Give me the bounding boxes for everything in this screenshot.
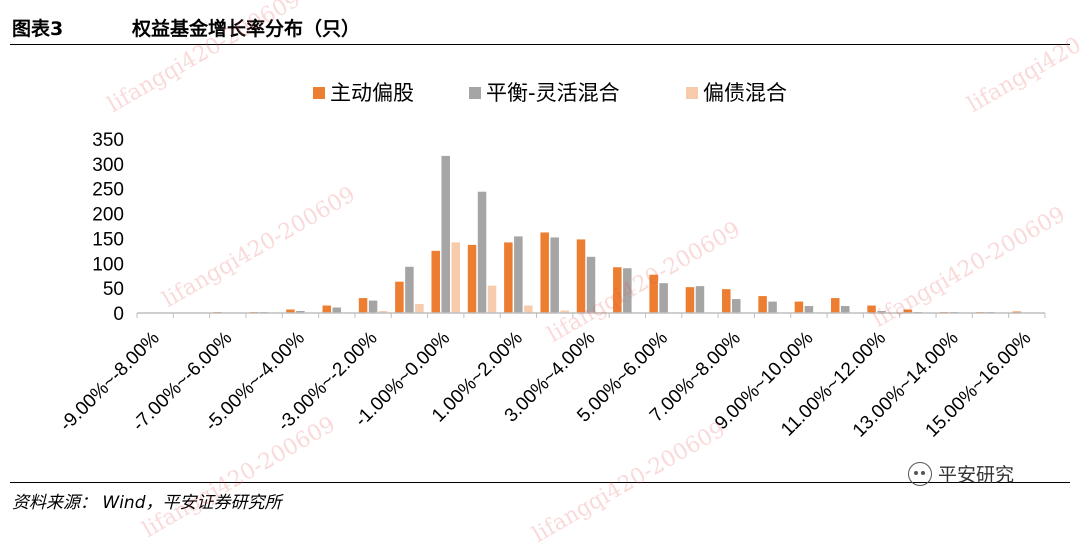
bar-2 — [441, 155, 450, 313]
bar-1 — [649, 274, 658, 313]
bar-chart: 050100150200250300350-9.00%~-8.00%-7.00%… — [56, 81, 1046, 442]
bar-2 — [586, 256, 596, 313]
bar-1 — [395, 281, 404, 313]
bar-1 — [794, 301, 804, 313]
bar-1 — [722, 289, 731, 313]
figure-title: 权益基金增长率分布（只） — [132, 18, 361, 40]
bar-2 — [550, 237, 559, 313]
bar-2 — [405, 266, 414, 313]
y-tick-label: 150 — [92, 229, 124, 250]
legend-swatch — [313, 87, 325, 99]
y-tick-label: 50 — [103, 279, 124, 300]
wechat-label: 平安研究 — [938, 464, 1015, 486]
bar-2 — [514, 236, 523, 313]
bar-1 — [358, 298, 368, 313]
legend-swatch — [686, 87, 698, 99]
bar-1 — [504, 242, 513, 313]
bar-2 — [659, 283, 668, 313]
bar-2 — [623, 268, 632, 313]
header-rule — [10, 44, 1070, 45]
bar-2 — [804, 306, 814, 313]
legend-label: 平衡-灵活混合 — [486, 81, 620, 105]
y-tick-label: 350 — [92, 130, 124, 151]
bar-1 — [685, 287, 695, 313]
bar-2 — [840, 306, 850, 313]
bar-3 — [451, 242, 460, 313]
bar-2 — [695, 286, 705, 313]
bar-3 — [487, 285, 497, 313]
bar-3 — [524, 305, 533, 313]
y-tick-label: 300 — [92, 155, 124, 176]
bar-3 — [560, 310, 569, 313]
wechat-icon — [908, 461, 932, 486]
bar-2 — [296, 311, 305, 313]
bar-3 — [378, 311, 388, 313]
legend-label: 偏债混合 — [703, 81, 787, 105]
bar-3 — [415, 304, 424, 313]
bar-1 — [903, 309, 913, 313]
figure-header: 图表3 权益基金增长率分布（只） — [10, 8, 1070, 42]
y-tick-label: 100 — [92, 254, 124, 275]
bar-1 — [867, 305, 876, 313]
bar-2 — [768, 301, 777, 313]
bar-1 — [576, 239, 586, 313]
bar-1 — [830, 298, 840, 313]
bar-2 — [368, 300, 378, 313]
bar-1 — [322, 305, 332, 313]
y-tick-label: 250 — [92, 180, 124, 201]
bar-1 — [758, 296, 767, 313]
figure-number: 图表3 — [12, 18, 64, 40]
bar-2 — [332, 307, 342, 313]
bar-1 — [286, 309, 295, 313]
y-tick-label: 200 — [92, 205, 124, 226]
wechat-brand: 平安研究 — [908, 460, 1014, 487]
legend-swatch — [469, 87, 481, 99]
bar-1 — [431, 250, 440, 313]
legend-label: 主动偏股 — [330, 81, 414, 105]
y-tick-label: 0 — [113, 304, 124, 325]
bar-2 — [877, 311, 886, 313]
bar-2 — [732, 299, 741, 313]
bar-1 — [540, 232, 549, 313]
bar-1 — [613, 267, 622, 313]
bar-1 — [467, 244, 477, 313]
footer-rule — [10, 482, 1070, 483]
bar-2 — [477, 191, 487, 313]
source-note: 资料来源： Wind，平安证券研究所 — [12, 493, 282, 513]
